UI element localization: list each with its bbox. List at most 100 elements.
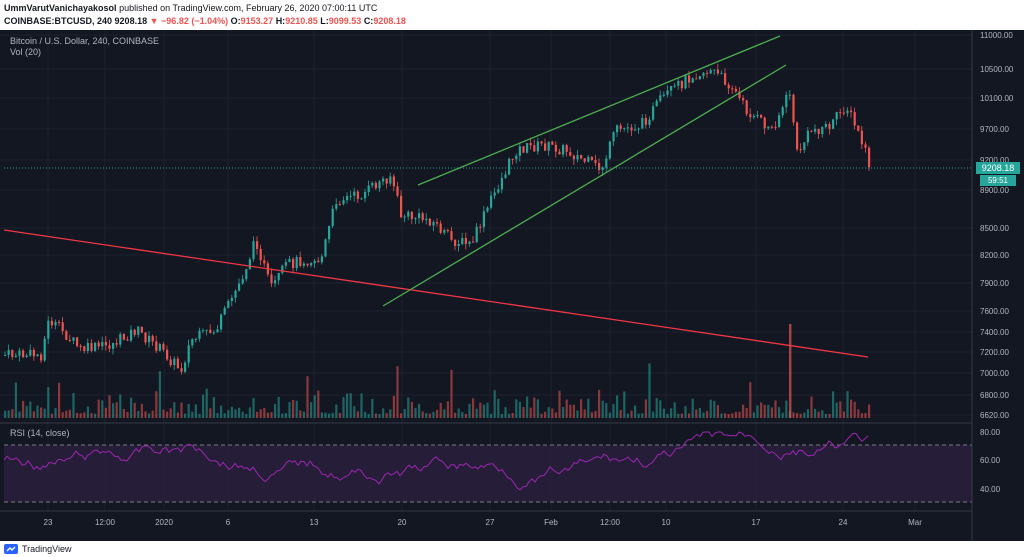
candle-body xyxy=(598,163,601,170)
price-tick-label: 7000.00 xyxy=(980,369,1009,378)
candle-body xyxy=(601,167,604,170)
candle-body xyxy=(551,141,554,145)
rsi-legend: RSI (14, close) xyxy=(10,428,70,438)
low-label: L: xyxy=(320,16,329,26)
brand-name[interactable]: TradingView xyxy=(22,544,72,554)
candle-body xyxy=(76,337,79,346)
candle-body xyxy=(497,189,500,193)
channel-lower-line[interactable] xyxy=(382,64,787,307)
volume-bar xyxy=(97,399,100,418)
volume-bar xyxy=(515,399,518,418)
candle-body xyxy=(61,322,64,332)
candle-body xyxy=(90,342,93,351)
volume-bar xyxy=(713,401,716,418)
downtrend-line[interactable] xyxy=(3,229,869,358)
candle-body xyxy=(454,239,457,246)
volume-bar xyxy=(191,411,194,418)
volume-bar xyxy=(652,411,655,418)
volume-bar xyxy=(68,409,71,418)
chart-canvas[interactable]: 11000.00 10500.00 10100.00 9700.00 9200.00 89… xyxy=(0,30,1024,541)
volume-bar xyxy=(508,413,511,418)
volume-bar xyxy=(842,411,845,418)
volume-bar xyxy=(29,401,32,418)
candle-body xyxy=(702,72,705,77)
candle-body xyxy=(868,147,871,168)
candle-body xyxy=(112,343,115,349)
volume-bar xyxy=(490,413,493,418)
candle-body xyxy=(734,88,737,92)
candle-body xyxy=(533,145,536,152)
candle-body xyxy=(54,321,57,326)
volume-bar xyxy=(43,408,46,418)
candle-body xyxy=(828,124,831,129)
candle-body xyxy=(173,358,176,366)
candle-body xyxy=(742,97,745,101)
author-name[interactable]: UmmVarutVanichayakosol xyxy=(4,3,117,13)
volume-bar xyxy=(637,413,640,418)
price-tick-label: 7400.00 xyxy=(980,328,1009,337)
candle-body xyxy=(749,114,752,118)
candle-body xyxy=(104,341,107,346)
rsi-tick-label: 60.00 xyxy=(980,456,1001,465)
candle-body xyxy=(778,115,781,128)
candle-body xyxy=(65,331,68,340)
chart-panel[interactable]: 11000.00 10500.00 10100.00 9700.00 9200.00 89… xyxy=(0,30,1024,541)
candle-body xyxy=(50,320,53,326)
grid-lines xyxy=(0,30,972,511)
volume-bar xyxy=(54,408,57,418)
candle-body xyxy=(810,130,813,132)
candle-body xyxy=(353,191,356,196)
candle-body xyxy=(814,128,817,132)
volume-bar xyxy=(619,409,622,418)
volume-bar xyxy=(227,410,230,418)
candle-body xyxy=(162,344,165,350)
volume-bar xyxy=(126,411,129,418)
candle-body xyxy=(40,354,43,361)
price-axis[interactable]: 11000.00 10500.00 10100.00 9700.00 9200.00 89… xyxy=(980,31,1014,420)
volume-bar xyxy=(418,404,421,418)
volume-bar xyxy=(590,412,593,418)
volume-bar xyxy=(115,402,118,418)
volume-bar xyxy=(94,413,97,418)
candle-body xyxy=(835,112,838,120)
candle-body xyxy=(637,128,640,130)
candle-body xyxy=(32,349,35,357)
volume-bar xyxy=(176,412,179,418)
volume-bar xyxy=(407,397,410,418)
candle-body xyxy=(580,154,583,159)
author-line: UmmVarutVanichayakosol published on Trad… xyxy=(4,3,377,14)
volume-bar xyxy=(446,401,449,418)
candle-body xyxy=(547,141,550,151)
price-tick-label: 6620.00 xyxy=(980,411,1009,420)
candle-body xyxy=(623,128,626,130)
channel-upper-line[interactable] xyxy=(417,35,781,186)
candle-body xyxy=(338,204,341,206)
volume-bar xyxy=(180,402,183,418)
candle-body xyxy=(281,265,284,273)
volume-bar xyxy=(724,413,727,418)
volume-bar xyxy=(594,410,597,418)
candle-body xyxy=(439,223,442,233)
time-axis[interactable]: 23 12:00 2020 6 13 20 27 Feb 12:00 10 17 24 Mar xyxy=(44,518,923,527)
countdown-text: 59:51 xyxy=(988,176,1009,185)
volume-bar xyxy=(839,401,842,418)
volume-bar xyxy=(432,411,435,418)
candle-body xyxy=(788,94,791,96)
volume-bar xyxy=(50,413,53,418)
volume-bar xyxy=(14,382,17,418)
candle-body xyxy=(270,274,273,284)
candle-body xyxy=(738,91,741,98)
volume-bar xyxy=(731,413,734,418)
volume-bar xyxy=(860,413,863,418)
candle-body xyxy=(331,208,334,227)
volume-bar xyxy=(353,406,356,418)
low-value: 9099.53 xyxy=(328,16,362,26)
candle-body xyxy=(252,241,255,260)
volume-bar xyxy=(738,411,741,418)
candle-body xyxy=(504,174,507,178)
volume-bar xyxy=(342,397,345,418)
candle-body xyxy=(698,76,701,80)
volume-bar xyxy=(245,413,248,418)
volume-bar xyxy=(220,405,223,418)
volume-bar xyxy=(428,413,431,418)
